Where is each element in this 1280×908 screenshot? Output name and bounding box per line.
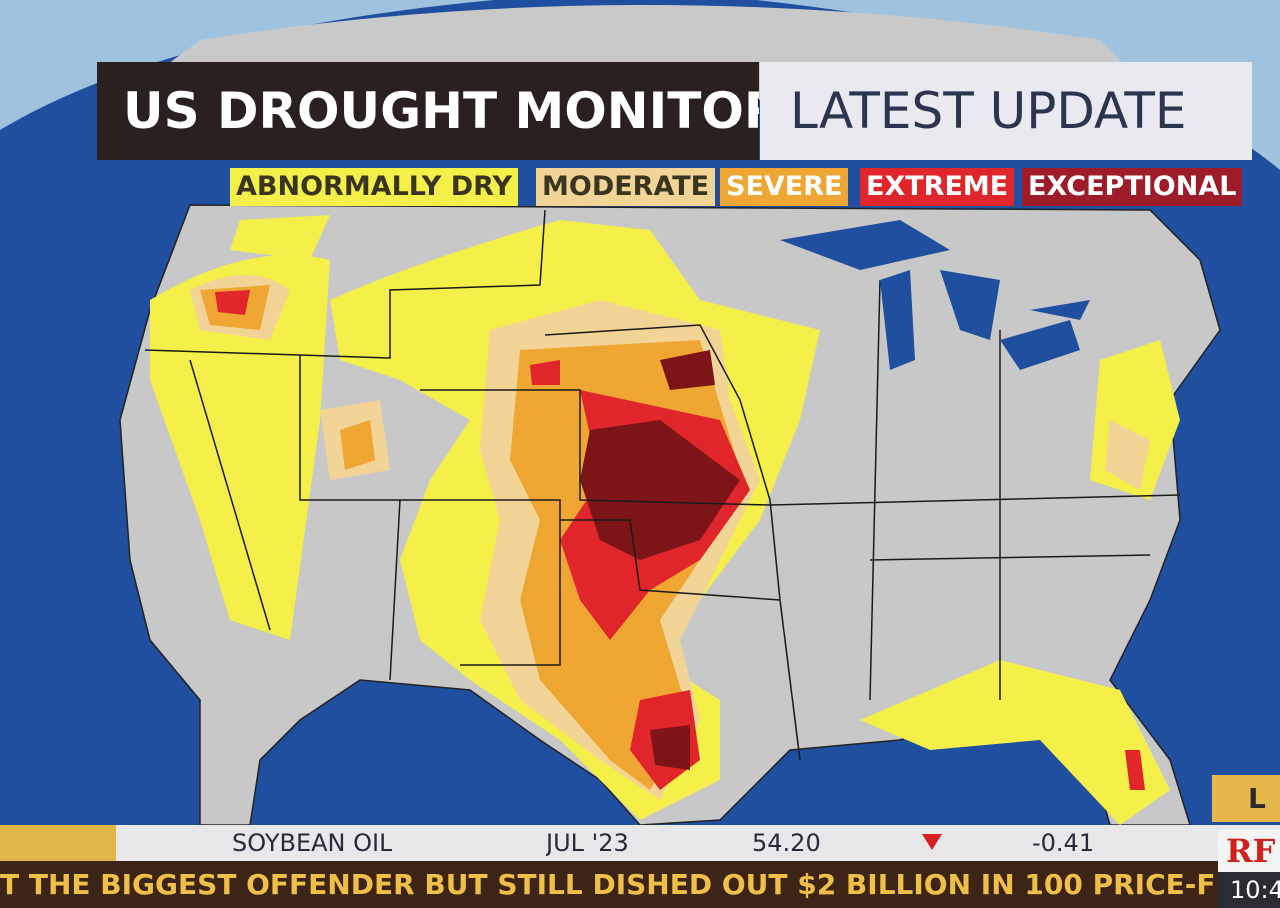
- ticker-contract: JUL '23: [546, 829, 629, 857]
- tab: L: [1212, 775, 1280, 822]
- state-borders: [144, 209, 1181, 761]
- legend-item: EXTREME: [860, 168, 1015, 206]
- network-logo: RF: [1218, 830, 1280, 872]
- down-arrow: [922, 834, 942, 850]
- title: US DROUGHT MONITOR: [97, 62, 759, 160]
- subtitle: LATEST UPDATE: [760, 62, 1252, 160]
- sky: [0, 0, 1280, 170]
- ticker-price: 54.20: [752, 829, 821, 857]
- news-crawl: T THE BIGGEST OFFENDER BUT STILL DISHED …: [0, 861, 1218, 908]
- clock: 10:4: [1218, 872, 1280, 908]
- exceptional-areas: [580, 350, 740, 770]
- ticker-name: SOYBEAN OIL: [232, 829, 393, 857]
- legend-item: MODERATE: [536, 168, 716, 206]
- ticker-bar: [0, 825, 1280, 861]
- legend-item: ABNORMALLY DRY: [230, 168, 519, 206]
- ticker-change: -0.41: [1032, 829, 1095, 857]
- lakes: [780, 220, 1090, 370]
- legend-item: SEVERE: [720, 168, 849, 206]
- ticker-accent: [0, 825, 116, 861]
- legend-item: EXCEPTIONAL: [1022, 168, 1243, 206]
